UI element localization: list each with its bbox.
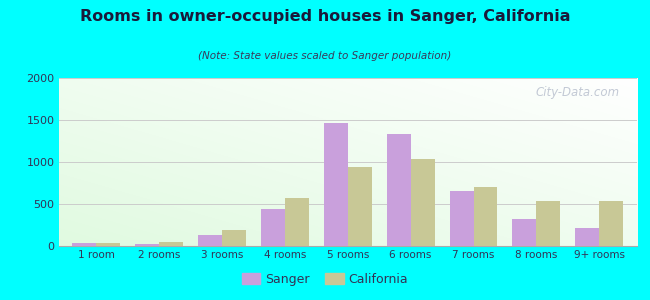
Bar [324, 122, 348, 246]
Bar [473, 187, 497, 246]
Bar [285, 198, 309, 246]
Bar [387, 134, 411, 246]
Bar [536, 201, 560, 246]
Text: City-Data.com: City-Data.com [536, 86, 619, 99]
Legend: Sanger, California: Sanger, California [237, 268, 413, 291]
Bar [135, 244, 159, 246]
Bar [261, 209, 285, 246]
Bar [159, 242, 183, 246]
Text: (Note: State values scaled to Sanger population): (Note: State values scaled to Sanger pop… [198, 51, 452, 61]
Bar [411, 159, 435, 246]
Bar [599, 201, 623, 246]
Bar [222, 230, 246, 246]
Bar [575, 228, 599, 246]
Text: Rooms in owner-occupied houses in Sanger, California: Rooms in owner-occupied houses in Sanger… [80, 9, 570, 24]
Bar [72, 244, 96, 246]
Bar [450, 191, 473, 246]
Bar [512, 219, 536, 246]
Bar [348, 167, 372, 246]
Bar [198, 235, 222, 246]
Bar [96, 244, 120, 246]
